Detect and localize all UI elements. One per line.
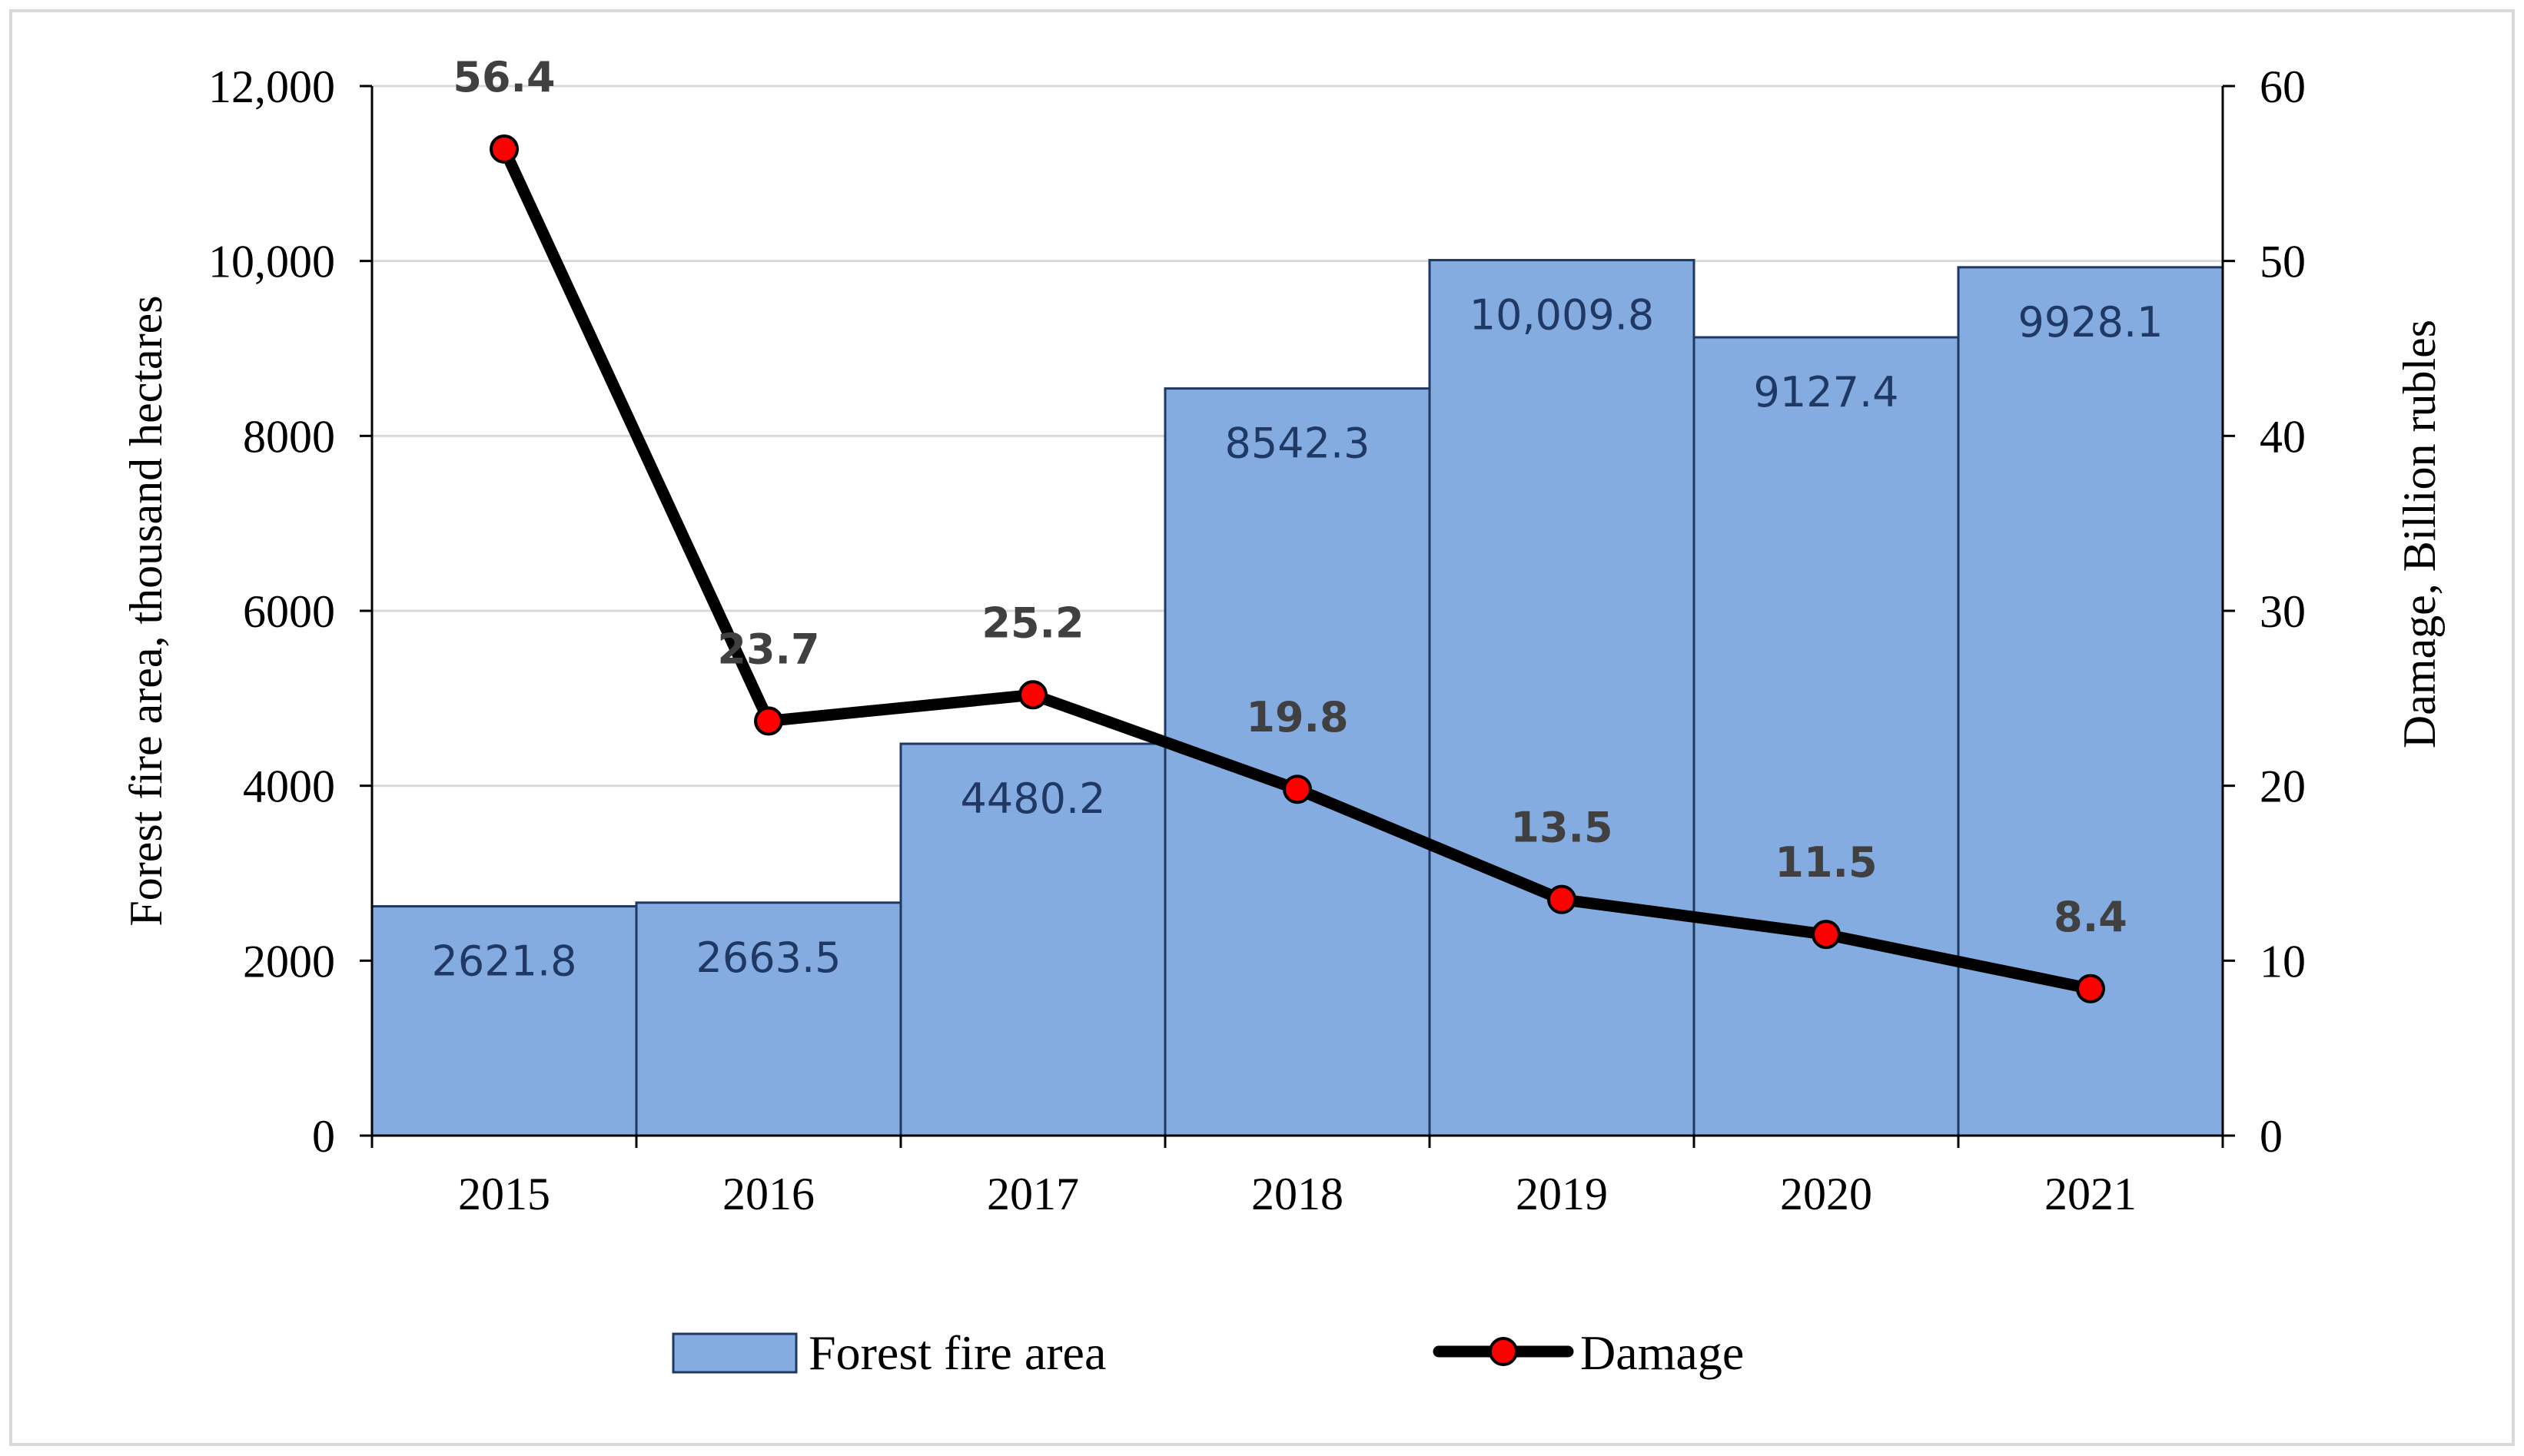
line-series	[490, 134, 2105, 1003]
bar-label-2018: 8542.3	[1225, 420, 1370, 468]
bar-label-2016: 2663.5	[696, 934, 842, 982]
y-right-tick-label-1: 10	[2260, 936, 2306, 987]
x-tick-label-2020: 2020	[1780, 1169, 1872, 1219]
bar-2019	[1428, 259, 1695, 1137]
bar-2017	[899, 742, 1167, 1137]
y-left-tick-label-2: 4000	[243, 761, 335, 812]
bar-series	[370, 259, 2224, 1137]
bar-label-2020: 9127.4	[1754, 368, 1899, 416]
y-left-tick-label-5: 10,000	[208, 237, 335, 287]
bar-2020	[1692, 336, 1960, 1137]
damage-label-2020: 11.5	[1775, 838, 1877, 887]
damage-marker-2019	[1547, 884, 1576, 914]
bar-label-2017: 4480.2	[961, 774, 1106, 823]
damage-label-2015: 56.4	[453, 53, 555, 101]
damage-label-2021: 8.4	[2054, 893, 2127, 941]
axis-text: 0 2000 4000 6000 8000 10,000 12,000 0 10 20 30 40 50…	[121, 61, 2445, 1219]
x-tick-label-2017: 2017	[987, 1169, 1079, 1219]
x-tick-label-2018: 2018	[1251, 1169, 1343, 1219]
damage-label-2018: 19.8	[1246, 693, 1348, 741]
legend-bar-swatch	[672, 1332, 798, 1374]
damage-marker-2016	[754, 706, 783, 736]
damage-marker-2018	[1283, 774, 1312, 804]
y-left-axis-title: Forest fire area, thousand hectares	[121, 295, 171, 926]
bar-label-2019: 10,009.8	[1470, 291, 1654, 340]
y-right-axis-title: Damage, Billion rubles	[2394, 320, 2445, 748]
damage-marker-2015	[490, 134, 519, 164]
legend: Forest fire area Damage	[672, 1325, 1744, 1380]
damage-marker-2017	[1018, 680, 1048, 710]
x-tick-label-2021: 2021	[2044, 1169, 2137, 1219]
bar-2021	[1957, 266, 2224, 1137]
y-right-tick-label-6: 60	[2260, 61, 2306, 112]
axes	[360, 85, 2235, 1148]
y-left-tick-label-6: 12,000	[208, 61, 335, 112]
x-tick-label-2019: 2019	[1516, 1169, 1608, 1219]
legend-marker-swatch	[1489, 1337, 1518, 1366]
bar-label-2015: 2621.8	[432, 937, 577, 986]
y-left-tick-label-0: 0	[312, 1111, 335, 1162]
y-right-tick-label-2: 20	[2260, 761, 2306, 812]
y-left-tick-label-3: 6000	[243, 586, 335, 637]
bar-label-2021: 9928.1	[2018, 298, 2164, 347]
y-right-tick-label-5: 50	[2260, 237, 2306, 287]
damage-label-2016: 23.7	[717, 625, 819, 673]
y-right-tick-label-0: 0	[2260, 1111, 2283, 1162]
data-labels: 2621.8 2663.5 4480.2 8542.3 10,009.8 9127.4 99…	[432, 53, 2164, 986]
damage-marker-2021	[2076, 973, 2105, 1003]
y-left-tick-label-1: 2000	[243, 936, 335, 987]
damage-label-2017: 25.2	[981, 599, 1084, 647]
x-tick-label-2016: 2016	[722, 1169, 815, 1219]
x-tick-label-2015: 2015	[458, 1169, 550, 1219]
y-right-tick-label-3: 30	[2260, 586, 2306, 637]
y-right-tick-label-4: 40	[2260, 411, 2306, 462]
damage-marker-2020	[1812, 920, 1841, 950]
bar-2016	[635, 901, 902, 1137]
legend-damage: Damage	[1580, 1325, 1744, 1380]
legend-forest-fire-area: Forest fire area	[809, 1325, 1106, 1380]
damage-label-2019: 13.5	[1510, 804, 1612, 852]
y-left-tick-label-4: 8000	[243, 411, 335, 462]
